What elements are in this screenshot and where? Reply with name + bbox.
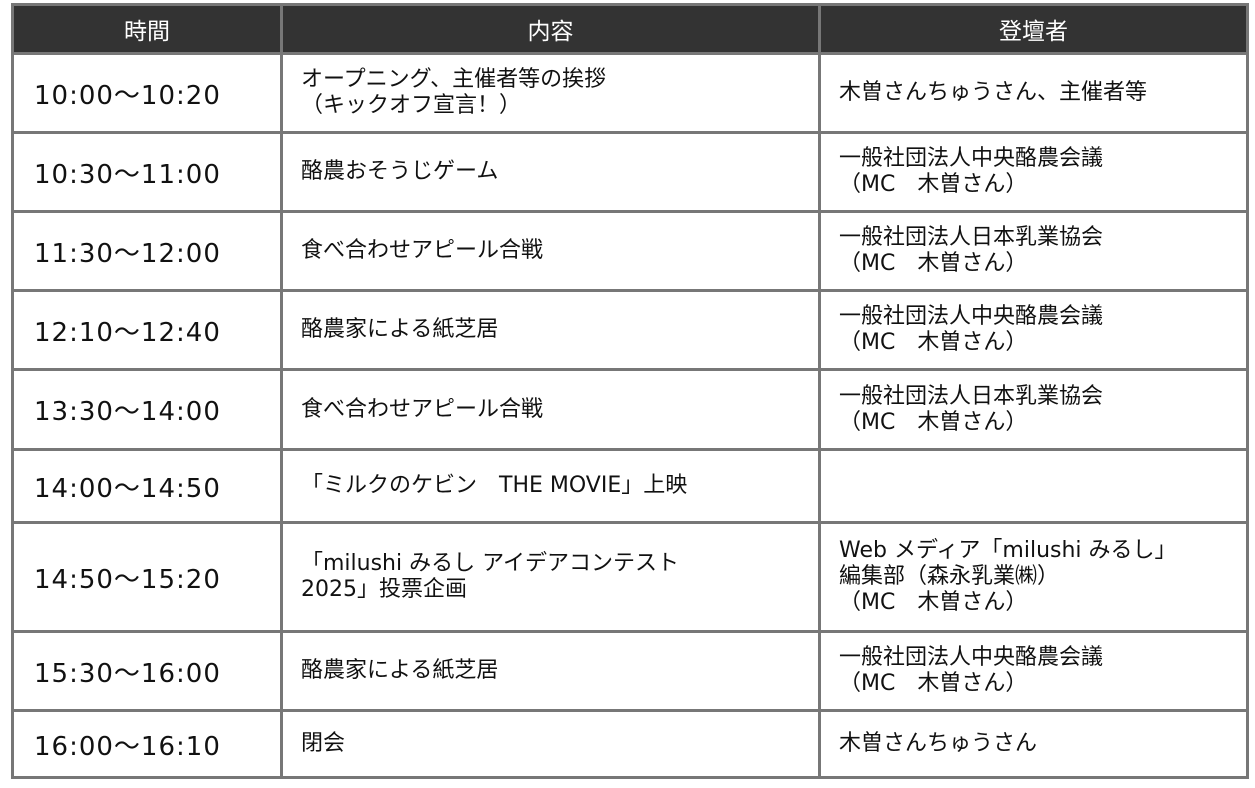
time-cell: 14:50〜15:20 [11, 521, 283, 633]
schedule-table: 時間 内容 登壇者 10:00〜10:20 オープニング、主催者等の挨拶 （キッ… [11, 3, 1249, 779]
presenter-cell: 一般社団法人中央酪農会議 （MC 木曽さん） [818, 289, 1249, 371]
content-cell: 「ミルクのケビン THE MOVIE」上映 [280, 448, 821, 524]
content-cell: 食べ合わせアピール合戦 [280, 368, 821, 451]
table-row: 14:50〜15:20 「milushi みるし アイデアコンテスト 2025」… [11, 521, 1249, 633]
table-row: 13:30〜14:00 食べ合わせアピール合戦 一般社団法人日本乳業協会 （MC… [11, 368, 1249, 451]
time-cell: 13:30〜14:00 [11, 368, 283, 451]
presenter-cell [818, 448, 1249, 524]
presenter-cell: 一般社団法人中央酪農会議 （MC 木曽さん） [818, 630, 1249, 712]
content-cell: 「milushi みるし アイデアコンテスト 2025」投票企画 [280, 521, 821, 633]
time-cell: 14:00〜14:50 [11, 448, 283, 524]
presenter-cell: 木曽さんちゅうさん、主催者等 [818, 52, 1249, 134]
time-cell: 15:30〜16:00 [11, 630, 283, 712]
table-row: 12:10〜12:40 酪農家による紙芝居 一般社団法人中央酪農会議 （MC 木… [11, 289, 1249, 371]
table-row: 15:30〜16:00 酪農家による紙芝居 一般社団法人中央酪農会議 （MC 木… [11, 630, 1249, 712]
header-row: 時間 内容 登壇者 [11, 3, 1249, 55]
table-row: 14:00〜14:50 「ミルクのケビン THE MOVIE」上映 [11, 448, 1249, 524]
presenter-cell: Web メディア「milushi みるし」 編集部（森永乳業㈱） （MC 木曽さ… [818, 521, 1249, 633]
table-row: 10:00〜10:20 オープニング、主催者等の挨拶 （キックオフ宣言！） 木曽… [11, 52, 1249, 134]
content-cell: 食べ合わせアピール合戦 [280, 210, 821, 292]
table-row: 10:30〜11:00 酪農おそうじゲーム 一般社団法人中央酪農会議 （MC 木… [11, 131, 1249, 213]
content-cell: 閉会 [280, 709, 821, 779]
table-row: 16:00〜16:10 閉会 木曽さんちゅうさん [11, 709, 1249, 779]
content-cell: 酪農家による紙芝居 [280, 289, 821, 371]
presenter-cell: 一般社団法人中央酪農会議 （MC 木曽さん） [818, 131, 1249, 213]
time-cell: 10:30〜11:00 [11, 131, 283, 213]
presenter-cell: 一般社団法人日本乳業協会 （MC 木曽さん） [818, 368, 1249, 451]
time-cell: 10:00〜10:20 [11, 52, 283, 134]
header-presenter: 登壇者 [818, 3, 1249, 55]
content-cell: オープニング、主催者等の挨拶 （キックオフ宣言！） [280, 52, 821, 134]
time-cell: 16:00〜16:10 [11, 709, 283, 779]
time-cell: 11:30〜12:00 [11, 210, 283, 292]
time-cell: 12:10〜12:40 [11, 289, 283, 371]
content-cell: 酪農おそうじゲーム [280, 131, 821, 213]
presenter-cell: 木曽さんちゅうさん [818, 709, 1249, 779]
table-row: 11:30〜12:00 食べ合わせアピール合戦 一般社団法人日本乳業協会 （MC… [11, 210, 1249, 292]
header-content: 内容 [280, 3, 821, 55]
content-cell: 酪農家による紙芝居 [280, 630, 821, 712]
presenter-cell: 一般社団法人日本乳業協会 （MC 木曽さん） [818, 210, 1249, 292]
header-time: 時間 [11, 3, 283, 55]
